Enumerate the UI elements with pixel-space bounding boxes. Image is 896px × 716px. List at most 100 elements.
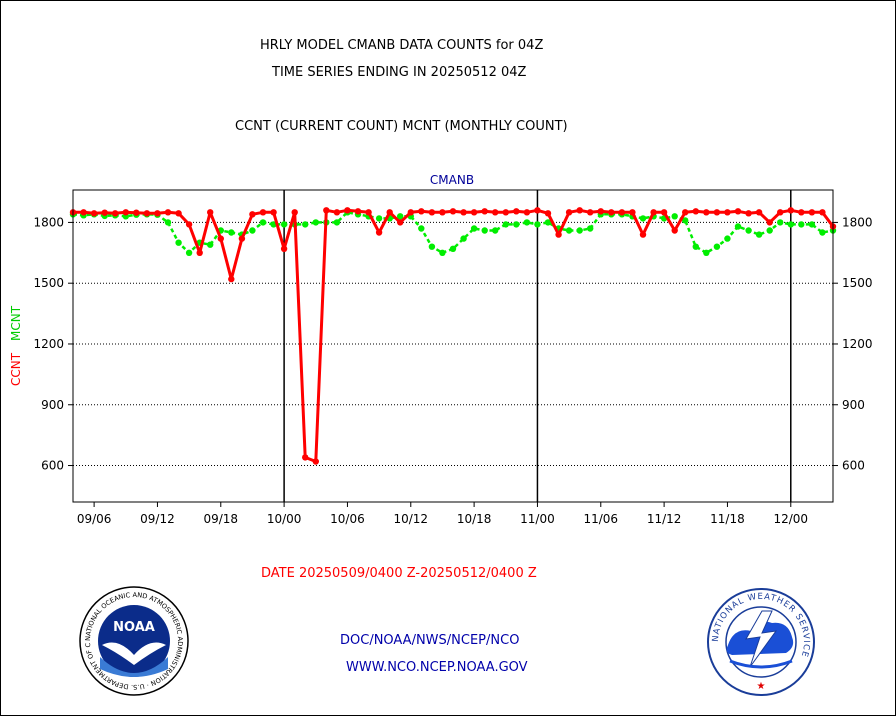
website-link[interactable]: WWW.NCO.NCEP.NOAA.GOV (346, 660, 528, 675)
axis-ticks: 600 600 900 900 1200 1200 1500 1500 1800 1800 09/0… (33, 215, 872, 526)
y-tick-label-right: 600 (842, 459, 865, 473)
x-tick-label: 10/12 (393, 512, 428, 526)
data-point-mcnt (418, 225, 425, 232)
data-point-ccnt (745, 210, 752, 217)
y-tick-label-left: 600 (41, 459, 64, 473)
noaa-logo: NATIONAL OCEANIC AND ATMOSPHERIC ADMINIS… (78, 585, 189, 696)
data-point-mcnt (513, 221, 520, 228)
data-point-ccnt (587, 209, 594, 216)
data-point-ccnt (724, 209, 731, 216)
data-point-mcnt (755, 231, 763, 238)
data-point-ccnt (365, 209, 372, 216)
data-point-ccnt (734, 208, 742, 215)
y-tick-label-right: 900 (842, 398, 865, 412)
data-point-ccnt (386, 209, 393, 216)
data-point-mcnt (734, 223, 742, 230)
data-point-ccnt (418, 208, 425, 215)
data-point-ccnt (639, 231, 647, 238)
x-tick-label: 11/06 (583, 512, 618, 526)
data-point-mcnt (639, 215, 647, 222)
y-axis-label-mcnt: MCNT (9, 305, 23, 341)
x-tick-label: 11/00 (520, 512, 555, 526)
data-point-mcnt (682, 217, 689, 224)
data-point-mcnt (481, 227, 488, 234)
data-point-ccnt (259, 209, 267, 216)
noaa-logo-text: NOAA (113, 620, 155, 635)
data-point-mcnt (703, 249, 710, 256)
y-tick-label-right: 1200 (842, 337, 873, 351)
data-point-mcnt (375, 215, 383, 222)
data-point-mcnt (798, 221, 805, 228)
data-point-ccnt (703, 209, 710, 216)
data-point-mcnt (228, 229, 235, 236)
data-point-mcnt (333, 219, 341, 226)
data-point-ccnt (682, 209, 689, 216)
data-point-mcnt (544, 219, 552, 226)
date-range-label: DATE 20250509/0400 Z-20250512/0400 Z (261, 566, 537, 581)
x-tick-label: 09/06 (77, 512, 112, 526)
data-point-ccnt (481, 208, 488, 215)
data-point-ccnt (798, 209, 805, 216)
data-point-mcnt (523, 219, 531, 226)
data-point-ccnt (428, 209, 436, 216)
data-point-ccnt (196, 249, 203, 256)
data-point-ccnt (164, 209, 172, 216)
data-point-ccnt (154, 210, 161, 217)
x-tick-label: 11/18 (710, 512, 745, 526)
y-tick-label-left: 900 (41, 398, 64, 412)
data-point-mcnt (724, 235, 731, 242)
data-point-ccnt (291, 209, 298, 216)
data-point-ccnt (101, 209, 108, 216)
data-point-ccnt (492, 209, 499, 216)
data-point-mcnt (492, 227, 499, 234)
x-tick-label: 12/00 (773, 512, 808, 526)
data-point-ccnt (90, 210, 98, 217)
data-point-ccnt (143, 210, 151, 217)
data-point-mcnt (207, 241, 214, 248)
data-point-ccnt (555, 231, 562, 238)
data-point-ccnt (80, 209, 87, 216)
org-path-link[interactable]: DOC/NOAA/NWS/NCEP/NCO (340, 633, 520, 648)
svg-text:★: ★ (757, 681, 766, 692)
data-point-mcnt (502, 221, 509, 228)
data-point-mcnt (713, 243, 721, 250)
data-point-ccnt (397, 219, 404, 226)
header-subtitle: TIME SERIES ENDING IN 20250512 04Z (272, 65, 527, 80)
data-point-mcnt (302, 221, 309, 228)
data-point-mcnt (766, 227, 773, 234)
data-point-ccnt (692, 208, 699, 215)
x-tick-label: 10/06 (330, 512, 365, 526)
data-point-ccnt (650, 209, 657, 216)
data-point-ccnt (185, 221, 193, 228)
data-point-mcnt (808, 221, 816, 228)
data-point-mcnt (819, 229, 826, 236)
series-mcnt (69, 209, 837, 256)
data-point-ccnt (333, 209, 341, 216)
x-tick-label: 09/12 (140, 512, 175, 526)
gridlines (73, 190, 833, 502)
data-point-ccnt (175, 210, 182, 217)
series-layer (69, 207, 837, 465)
data-point-ccnt (755, 209, 763, 216)
data-point-ccnt (460, 209, 467, 216)
data-point-mcnt (449, 245, 457, 252)
data-point-ccnt (354, 208, 362, 215)
header-legend-description: CCNT (CURRENT COUNT) MCNT (MONTHLY COUNT… (235, 119, 568, 134)
data-point-mcnt (259, 219, 267, 226)
data-point-mcnt (692, 243, 699, 250)
data-point-ccnt (713, 209, 721, 216)
data-point-ccnt (534, 207, 541, 214)
data-point-ccnt (112, 210, 119, 217)
data-point-mcnt (175, 239, 182, 246)
data-point-ccnt (249, 211, 256, 218)
data-point-ccnt (122, 209, 129, 216)
data-point-ccnt (449, 208, 457, 215)
data-point-mcnt (787, 221, 794, 228)
data-point-ccnt (576, 207, 583, 214)
data-point-ccnt (565, 209, 573, 216)
data-point-mcnt (671, 213, 678, 220)
plot-area-border (72, 189, 834, 503)
data-point-ccnt (502, 209, 509, 216)
data-point-ccnt (375, 229, 383, 236)
data-point-mcnt (185, 249, 193, 256)
